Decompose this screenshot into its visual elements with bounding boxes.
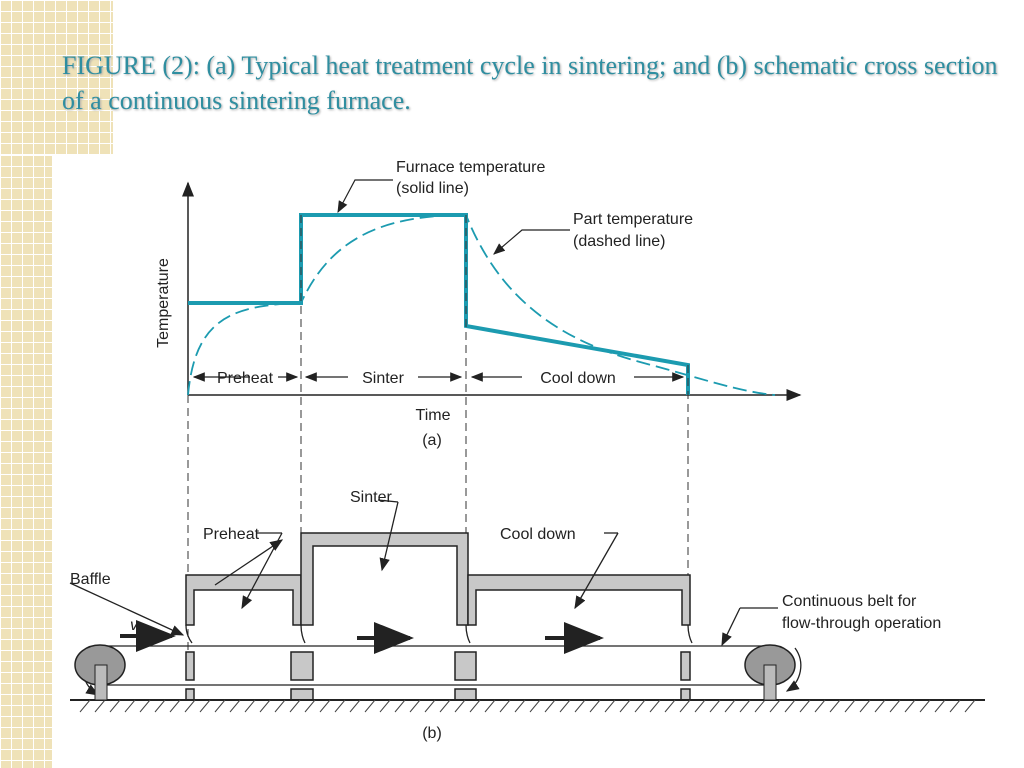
- sinter-label: Sinter: [362, 370, 404, 387]
- panel-a: Temperature Time (a) Preheat Sinter Cool…: [155, 159, 802, 660]
- y-axis-label: Temperature: [155, 258, 172, 348]
- sinter-zone-label: Sinter: [350, 489, 392, 506]
- panel-a-label: (a): [422, 432, 442, 449]
- x-axis-label: Time: [416, 407, 451, 424]
- background-pattern: [0, 155, 52, 768]
- panel-b-label: (b): [422, 725, 442, 742]
- baffle-label: Baffle: [70, 571, 111, 588]
- furnace-body: [185, 532, 691, 701]
- velocity-label: v: [130, 617, 139, 634]
- slide-title: FIGURE (2): (a) Typical heat treatment c…: [62, 51, 998, 115]
- belt-label: Continuous belt for: [782, 593, 917, 610]
- pulley-left: [74, 644, 126, 701]
- part-temperature-label: Part temperature: [573, 211, 693, 228]
- furnace-temperature-sublabel: (solid line): [396, 180, 469, 197]
- part-temperature-sublabel: (dashed line): [573, 233, 666, 250]
- furnace-temperature-label: Furnace temperature: [396, 159, 546, 176]
- cool-down-label: Cool down: [540, 370, 616, 387]
- pulley-right: [744, 644, 796, 701]
- preheat-label: Preheat: [217, 370, 274, 387]
- belt-sublabel: flow-through operation: [782, 615, 941, 632]
- cool-down-zone-label: Cool down: [500, 526, 576, 543]
- background-pattern: [0, 0, 113, 155]
- panel-b: Baffle Preheat Sinter Cool down Continuo…: [69, 489, 985, 742]
- preheat-zone-label: Preheat: [203, 526, 260, 543]
